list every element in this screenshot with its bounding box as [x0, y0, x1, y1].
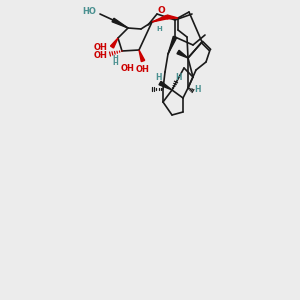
Polygon shape — [168, 36, 177, 54]
Text: HO: HO — [82, 8, 96, 16]
Text: H: H — [112, 60, 118, 66]
Text: OH: OH — [136, 65, 150, 74]
Text: H: H — [194, 85, 200, 94]
Polygon shape — [139, 50, 145, 61]
Polygon shape — [152, 15, 168, 22]
Text: H: H — [175, 73, 181, 82]
Polygon shape — [112, 18, 128, 28]
Text: H: H — [112, 55, 118, 61]
Text: OH: OH — [94, 44, 108, 52]
Text: OH: OH — [121, 64, 135, 73]
Text: O: O — [157, 6, 165, 15]
Polygon shape — [177, 50, 188, 58]
Text: H: H — [156, 26, 162, 32]
Polygon shape — [159, 81, 172, 90]
Text: OH: OH — [93, 52, 107, 61]
Polygon shape — [110, 38, 118, 48]
Polygon shape — [167, 15, 178, 19]
Text: H: H — [155, 73, 161, 82]
